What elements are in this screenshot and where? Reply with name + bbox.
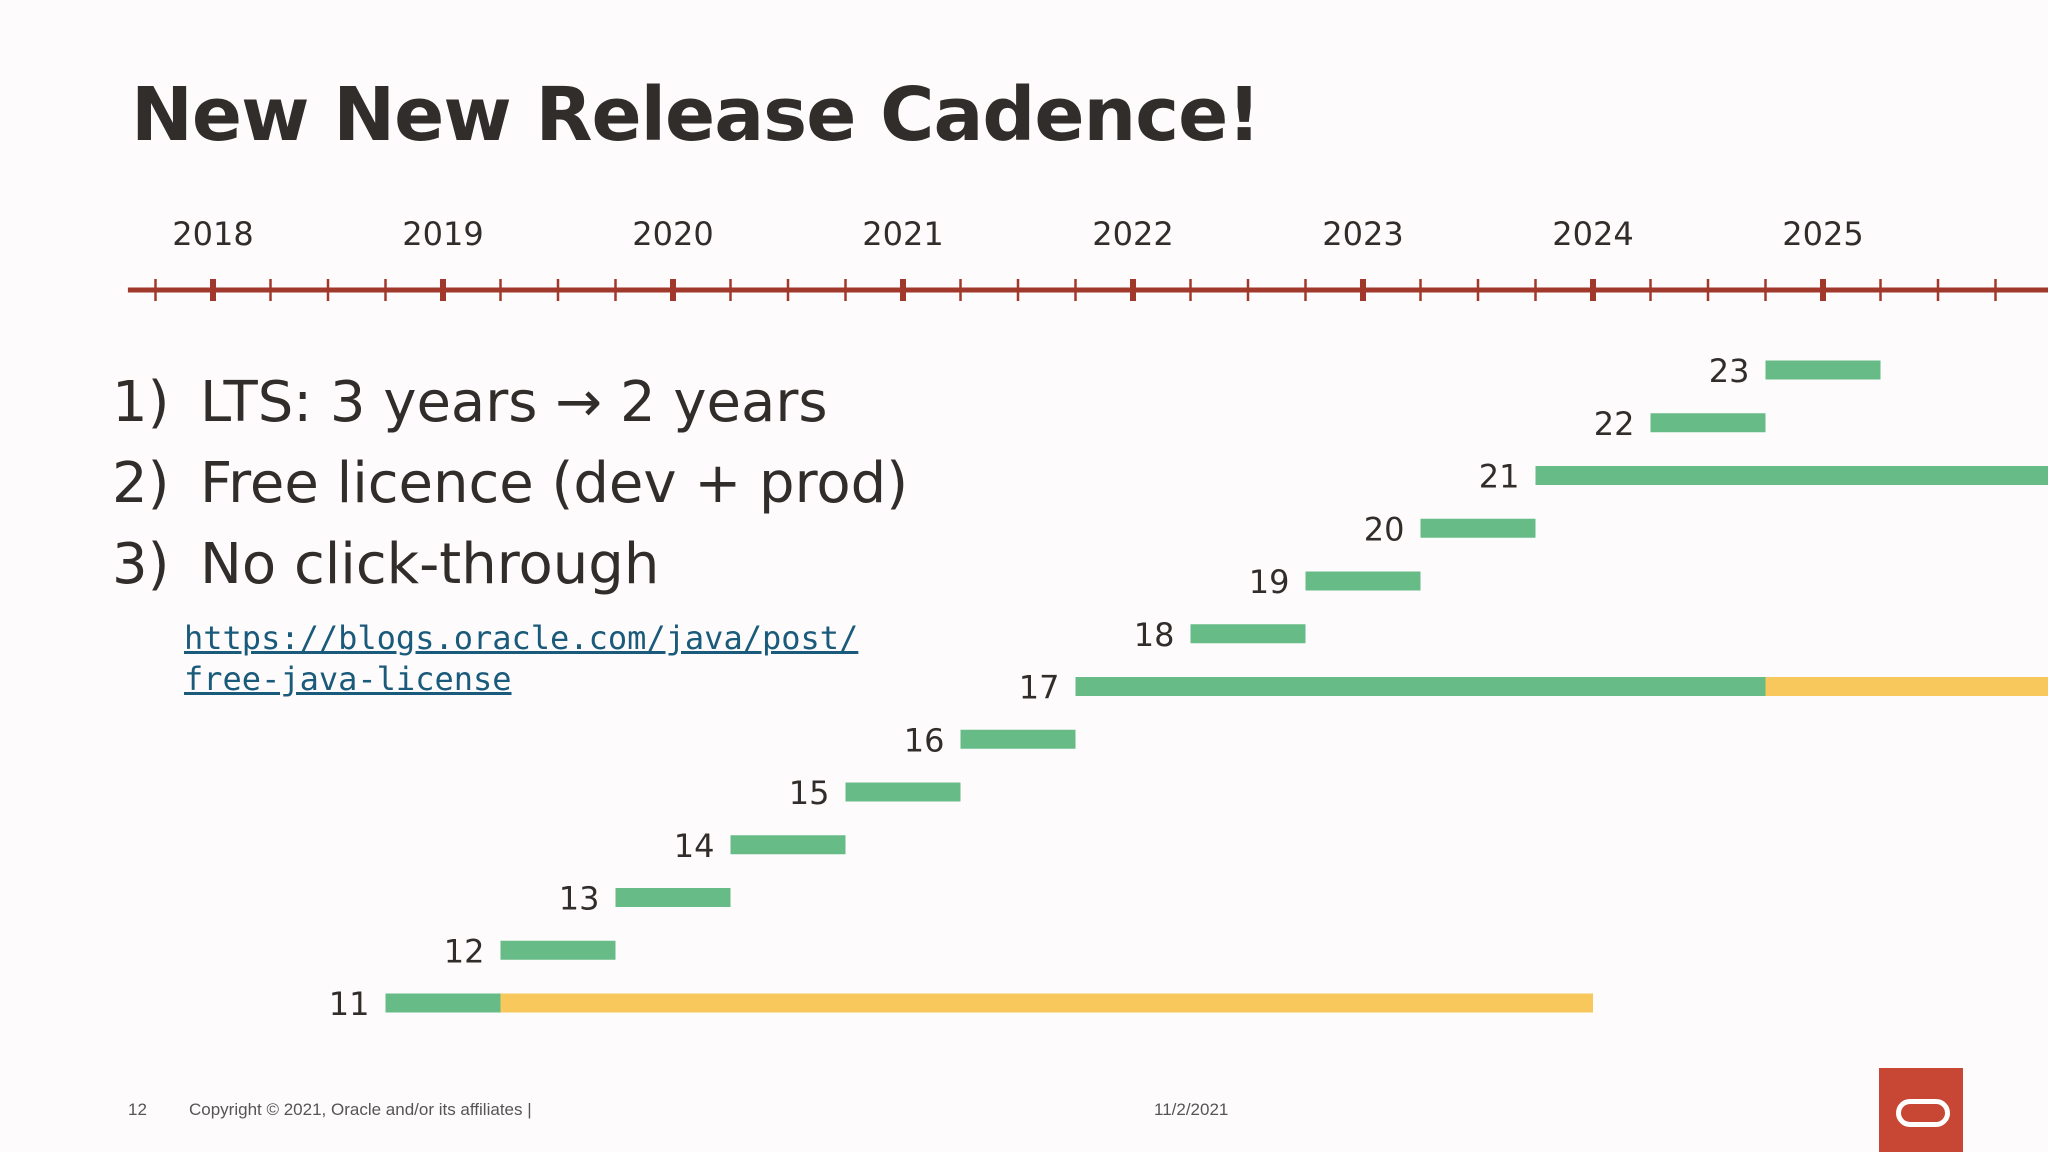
release-label: 18 bbox=[1134, 616, 1175, 654]
key-point-number: 3) bbox=[112, 532, 170, 597]
release-label: 17 bbox=[1019, 669, 1060, 707]
release-label: 22 bbox=[1594, 405, 1635, 443]
release-label: 16 bbox=[904, 721, 945, 759]
year-tick-label: 2020 bbox=[632, 215, 713, 253]
copyright-text: Copyright © 2021, Oracle and/or its affi… bbox=[189, 1100, 532, 1119]
key-point-text: LTS: 3 years → 2 years bbox=[200, 370, 828, 435]
footer-date: 11/2/2021 bbox=[1154, 1100, 1229, 1119]
release-label: 21 bbox=[1479, 458, 1520, 496]
license-link[interactable]: https://blogs.oracle.com/java/post/ free… bbox=[184, 618, 858, 700]
release-bar-support bbox=[845, 782, 961, 802]
release-bar-support bbox=[1420, 518, 1536, 538]
release-bar-support bbox=[500, 940, 616, 960]
key-point: 1) LTS: 3 years → 2 years bbox=[112, 362, 908, 443]
release-bar-support bbox=[1535, 466, 2048, 485]
year-tick-label: 2022 bbox=[1092, 215, 1173, 253]
page-number: 12 bbox=[128, 1100, 147, 1119]
release-label: 13 bbox=[559, 880, 600, 918]
release-bar-support bbox=[385, 993, 501, 1013]
release-label: 12 bbox=[444, 932, 485, 970]
release-bar-extended bbox=[500, 993, 1593, 1013]
release-bar-support bbox=[1075, 677, 1766, 696]
year-tick-label: 2018 bbox=[172, 215, 253, 253]
release-bar-extended bbox=[1765, 677, 2048, 696]
oracle-logo-icon bbox=[1896, 1099, 1950, 1127]
release-bar-support bbox=[615, 888, 731, 907]
release-label: 14 bbox=[674, 827, 715, 865]
key-point: 3) No click-through bbox=[112, 524, 908, 605]
release-label: 19 bbox=[1249, 563, 1290, 601]
release-bar-support bbox=[1650, 413, 1766, 433]
release-label: 20 bbox=[1364, 510, 1405, 548]
slide-title: New New Release Cadence! bbox=[131, 72, 1261, 158]
year-tick-label: 2024 bbox=[1552, 215, 1633, 253]
license-link-line[interactable]: free-java-license bbox=[184, 660, 512, 698]
release-label: 11 bbox=[329, 985, 370, 1023]
release-bar-support bbox=[1305, 571, 1421, 591]
release-bar-support bbox=[1765, 360, 1881, 380]
key-point-number: 1) bbox=[112, 370, 170, 435]
key-point-text: No click-through bbox=[200, 532, 660, 597]
release-bar-support bbox=[1190, 624, 1306, 644]
release-label: 15 bbox=[789, 774, 830, 812]
release-bar-support bbox=[960, 729, 1076, 749]
year-tick-label: 2021 bbox=[862, 215, 943, 253]
year-tick-label: 2023 bbox=[1322, 215, 1403, 253]
key-point: 2) Free licence (dev + prod) bbox=[112, 443, 908, 524]
release-label: 23 bbox=[1709, 352, 1750, 390]
oracle-logo bbox=[1879, 1068, 1963, 1152]
key-point-number: 2) bbox=[112, 451, 170, 516]
year-tick-label: 2019 bbox=[402, 215, 483, 253]
release-bar-support bbox=[730, 835, 846, 855]
license-link-line[interactable]: https://blogs.oracle.com/java/post/ bbox=[184, 619, 859, 657]
key-points-list: 1) LTS: 3 years → 2 years 2) Free licence … bbox=[112, 362, 908, 605]
key-point-text: Free licence (dev + prod) bbox=[200, 451, 909, 516]
year-tick-label: 2025 bbox=[1782, 215, 1863, 253]
